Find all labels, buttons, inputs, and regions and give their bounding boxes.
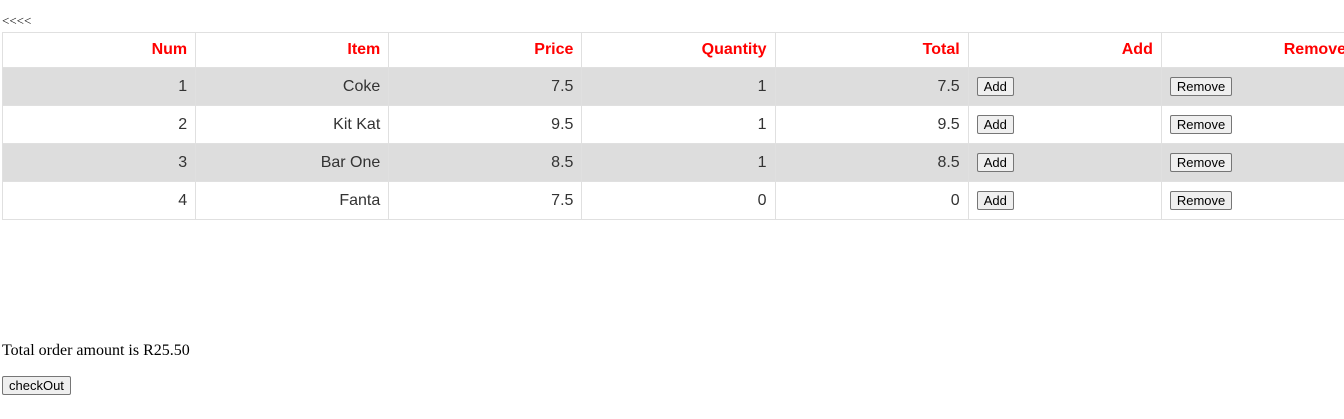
checkout-button[interactable]: checkOut	[2, 376, 71, 395]
cell-remove: Remove	[1160, 67, 1344, 106]
add-button[interactable]: Add	[976, 153, 1014, 172]
table-row: 2 Kit Kat 9.5 1 9.5 Add Remove	[1, 105, 1344, 144]
cell-total: 8.5	[774, 143, 969, 182]
cell-quantity: 1	[581, 105, 776, 144]
column-header-remove: Remove	[1160, 32, 1344, 68]
column-header-item: Item	[195, 32, 390, 68]
cell-num: 1	[1, 67, 197, 106]
cell-total: 0	[774, 181, 969, 220]
remove-button[interactable]: Remove	[1169, 77, 1233, 96]
cell-remove: Remove	[1160, 143, 1344, 182]
cell-num: 3	[1, 143, 197, 182]
cell-remove: Remove	[1160, 181, 1344, 220]
column-header-add: Add	[967, 32, 1162, 68]
cell-add: Add	[967, 105, 1162, 144]
cell-item: Fanta	[195, 181, 390, 220]
table-header-row: Num Item Price Quantity Total Add Remove	[1, 32, 1344, 68]
cell-price: 7.5	[388, 181, 583, 220]
remove-button[interactable]: Remove	[1169, 153, 1233, 172]
cell-item: Coke	[195, 67, 390, 106]
cell-item: Kit Kat	[195, 105, 390, 144]
table-row: 1 Coke 7.5 1 7.5 Add Remove	[1, 67, 1344, 106]
add-button[interactable]: Add	[976, 191, 1014, 210]
table-row: 3 Bar One 8.5 1 8.5 Add Remove	[1, 143, 1344, 182]
table-row: 4 Fanta 7.5 0 0 Add Remove	[1, 181, 1344, 220]
cell-total: 9.5	[774, 105, 969, 144]
column-header-price: Price	[388, 32, 583, 68]
cell-item: Bar One	[195, 143, 390, 182]
cell-num: 2	[1, 105, 197, 144]
cell-num: 4	[1, 181, 197, 220]
cell-remove: Remove	[1160, 105, 1344, 144]
back-link[interactable]: <<<<	[2, 13, 32, 28]
column-header-num: Num	[1, 32, 197, 68]
cell-price: 7.5	[388, 67, 583, 106]
remove-button[interactable]: Remove	[1169, 115, 1233, 134]
cell-add: Add	[967, 67, 1162, 106]
column-header-total: Total	[774, 32, 969, 68]
cell-quantity: 0	[581, 181, 776, 220]
add-button[interactable]: Add	[976, 77, 1014, 96]
cell-total: 7.5	[774, 67, 969, 106]
cell-add: Add	[967, 143, 1162, 182]
add-button[interactable]: Add	[976, 115, 1014, 134]
cell-quantity: 1	[581, 143, 776, 182]
cell-price: 9.5	[388, 105, 583, 144]
column-header-quantity: Quantity	[581, 32, 776, 68]
cell-add: Add	[967, 181, 1162, 220]
cell-quantity: 1	[581, 67, 776, 106]
cell-price: 8.5	[388, 143, 583, 182]
remove-button[interactable]: Remove	[1169, 191, 1233, 210]
order-table: Num Item Price Quantity Total Add Remove…	[1, 32, 1344, 220]
order-total-text: Total order amount is R25.50	[2, 342, 190, 359]
